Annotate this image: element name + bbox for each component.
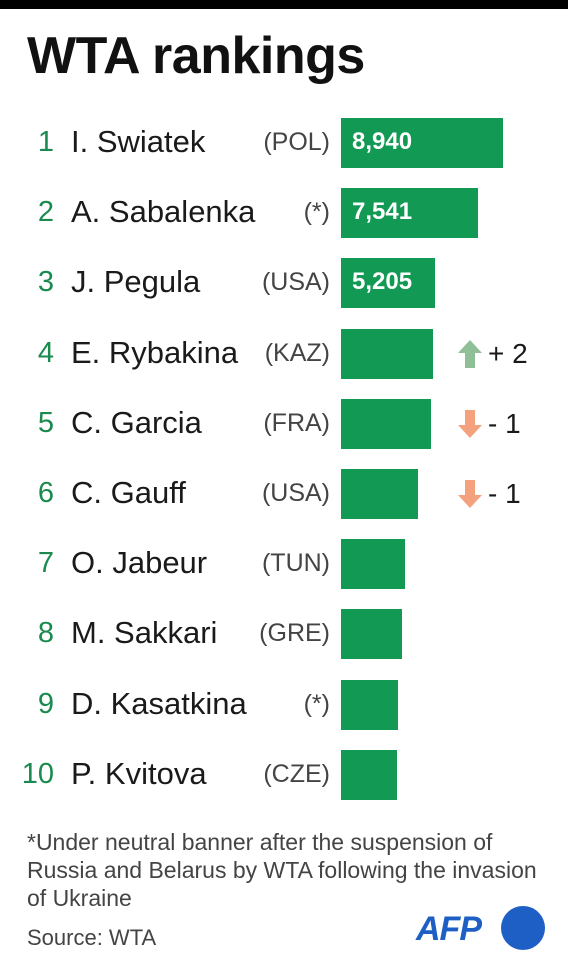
- player-name: D. Kasatkina: [71, 685, 247, 721]
- arrow-down-icon: [458, 409, 482, 438]
- rank-number: 9: [37, 687, 54, 720]
- chart-title: WTA rankings: [27, 27, 365, 85]
- rank-change-label: - 1: [488, 407, 521, 439]
- rank-number: 4: [37, 336, 54, 369]
- player-country: (CZE): [263, 759, 330, 788]
- footnote: *Under neutral banner after the suspensi…: [27, 829, 537, 911]
- ranking-row: 10 P. Kvitova (CZE): [0, 749, 568, 802]
- ranking-row: 2 A. Sabalenka (*) 7,541: [0, 188, 568, 240]
- rank-number: 3: [37, 266, 54, 299]
- player-name: O. Jabeur: [71, 545, 208, 581]
- player-name: C. Gauff: [71, 475, 186, 510]
- player-country: (KAZ): [264, 338, 330, 367]
- points-label: 8,940: [352, 128, 413, 155]
- ranking-row: 6 C. Gauff (USA) - 1: [0, 469, 568, 521]
- points-bar: [341, 328, 433, 379]
- arrow-up-icon: [458, 339, 482, 368]
- player-name: E. Rybakina: [71, 334, 239, 370]
- rank-number: 6: [37, 477, 54, 509]
- rank-number: 8: [37, 617, 54, 650]
- player-country: (GRE): [259, 619, 330, 648]
- player-name: M. Sakkari: [71, 615, 218, 651]
- player-country: (*): [303, 198, 330, 227]
- arrow-down-icon: [458, 480, 482, 508]
- player-country: (USA): [261, 479, 330, 507]
- points-bar: [341, 609, 402, 660]
- rank-change-label: + 2: [488, 337, 528, 369]
- points-bar: [341, 469, 418, 519]
- rank-change-label: - 1: [488, 478, 521, 509]
- rank-number: 2: [37, 196, 54, 229]
- points-bar: [341, 258, 435, 309]
- ranking-row: 9 D. Kasatkina (*): [0, 679, 568, 732]
- points-bar: [341, 118, 503, 168]
- afp-logo: AFP: [416, 906, 546, 954]
- rank-number: 7: [37, 547, 54, 580]
- player-country: (POL): [263, 128, 330, 156]
- rank-number: 5: [37, 406, 54, 439]
- player-name: P. Kvitova: [71, 755, 207, 791]
- points-label: 7,541: [352, 198, 413, 226]
- player-country: (*): [303, 689, 330, 718]
- ranking-row: 4 E. Rybakina (KAZ) + 2: [0, 328, 568, 381]
- ranking-row: 8 M. Sakkari (GRE): [0, 609, 568, 661]
- player-country: (TUN): [261, 549, 330, 578]
- player-name: C. Garcia: [71, 404, 202, 440]
- player-name: J. Pegula: [71, 264, 201, 300]
- points-label: 5,205: [352, 268, 413, 296]
- player-name: I. Swiatek: [71, 124, 206, 159]
- rank-number: 1: [37, 126, 54, 158]
- ranking-row: 3 J. Pegula (USA) 5,205: [0, 258, 568, 310]
- player-country: (USA): [261, 268, 330, 297]
- source-note: Source: WTA: [27, 925, 157, 950]
- player-name: A. Sabalenka: [71, 194, 256, 230]
- points-bar: [341, 188, 478, 239]
- afp-logo-text: AFP: [416, 910, 482, 948]
- rank-number: 10: [21, 757, 54, 790]
- points-bar: [341, 398, 431, 449]
- points-bar: [341, 679, 398, 730]
- points-bar: [341, 539, 405, 590]
- afp-logo-dot: [501, 906, 545, 950]
- ranking-row: 1 I. Swiatek (POL) 8,940: [0, 118, 568, 170]
- player-country: (FRA): [263, 408, 330, 437]
- top-rule: [0, 0, 568, 9]
- ranking-row: 7 O. Jabeur (TUN): [0, 539, 568, 591]
- ranking-row: 5 C. Garcia (FRA) - 1: [0, 398, 568, 451]
- points-bar: [341, 749, 397, 800]
